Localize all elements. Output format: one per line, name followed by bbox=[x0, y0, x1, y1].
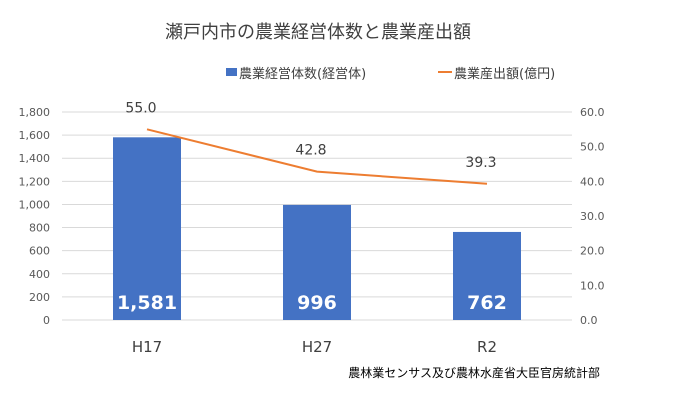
y-right-tick-label: 30.0 bbox=[580, 210, 605, 223]
bar-H27 bbox=[283, 204, 351, 320]
chart-title: 瀬戸内市の農業経営体数と農業産出額 bbox=[165, 22, 471, 43]
y-right-tick-label: 0.0 bbox=[580, 314, 598, 327]
bar-data-label: 1,581 bbox=[117, 292, 177, 314]
line-data-label: 55.0 bbox=[125, 100, 156, 116]
y-left-tick-label: 800 bbox=[29, 222, 50, 235]
y-left-tick-label: 600 bbox=[29, 245, 50, 258]
y-left-tick-label: 200 bbox=[29, 291, 50, 304]
y-right-tick-label: 60.0 bbox=[580, 106, 605, 119]
y-left-tick-label: 1,000 bbox=[19, 198, 51, 211]
y-left-tick-label: 400 bbox=[29, 268, 50, 281]
x-category-label: H17 bbox=[132, 338, 162, 356]
y-left-tick-label: 1,600 bbox=[19, 129, 51, 142]
x-category-label: H27 bbox=[302, 338, 332, 356]
line-series bbox=[146, 128, 488, 185]
legend-bar-label: 農業経営体数(経営体) bbox=[239, 66, 366, 82]
bar-R2 bbox=[453, 231, 521, 320]
y-right-tick-label: 10.0 bbox=[580, 279, 605, 292]
y-right-tick-label: 50.0 bbox=[580, 141, 605, 154]
y-right-tick-label: 20.0 bbox=[580, 245, 605, 258]
line-data-label: 42.8 bbox=[295, 143, 326, 159]
legend: 農業経営体数(経営体) 農業産出額(億円) bbox=[226, 66, 555, 82]
y-left-tick-label: 0 bbox=[43, 314, 50, 327]
legend-line-label: 農業産出額(億円) bbox=[454, 66, 555, 82]
legend-bar-swatch bbox=[226, 68, 237, 76]
x-category-label: R2 bbox=[477, 338, 497, 356]
y-left-tick-label: 1,800 bbox=[19, 106, 51, 119]
bar-data-label: 762 bbox=[467, 292, 507, 314]
source-note: 農林業センサス及び農林水産省大臣官房統計部 bbox=[348, 365, 600, 380]
y-left-tick-label: 1,200 bbox=[19, 175, 51, 188]
y-left-tick-label: 1,400 bbox=[19, 152, 51, 165]
bar-data-label: 996 bbox=[297, 292, 337, 314]
line-data-label: 39.3 bbox=[465, 155, 496, 171]
bar-H17 bbox=[113, 137, 181, 320]
y-right-tick-label: 40.0 bbox=[580, 175, 605, 188]
